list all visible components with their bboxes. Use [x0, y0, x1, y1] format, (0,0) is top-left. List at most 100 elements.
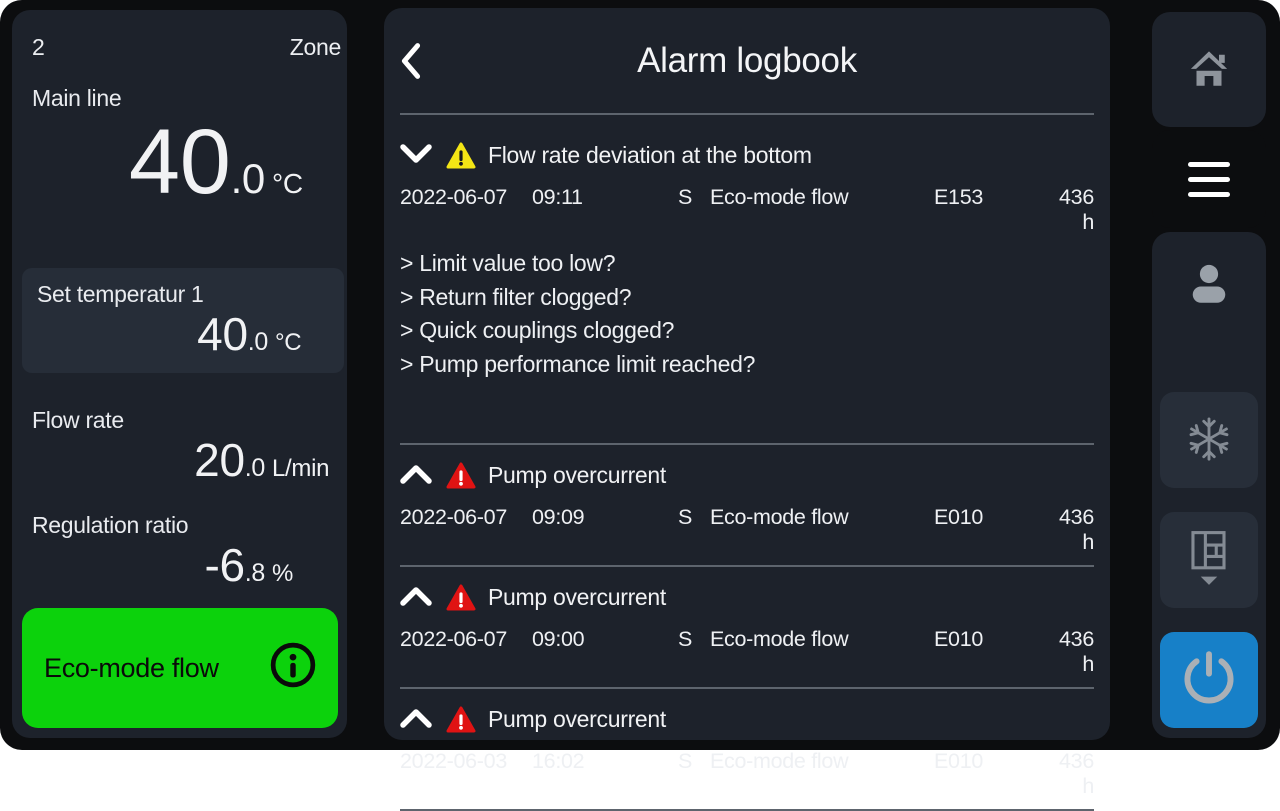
alarm-mode: Eco-mode flow — [710, 749, 934, 774]
regulation-ratio-value: -6 .8 % — [32, 539, 341, 591]
alarm-entry-header: Pump overcurrent — [400, 581, 1094, 613]
alarm-code: E153 — [934, 185, 1046, 210]
zone-select-button[interactable] — [1160, 512, 1258, 608]
alarm-time: 16:02 — [532, 749, 660, 774]
nav-user-button[interactable] — [1152, 232, 1266, 309]
main-line-value: 40 .0 °C — [32, 112, 341, 212]
divider — [400, 443, 1094, 445]
set-temperature-value: 40 .0 °C — [37, 308, 344, 360]
alarm-title-text: Pump overcurrent — [488, 706, 666, 733]
chevron-down-icon — [400, 144, 432, 167]
alarm-flag: S — [660, 505, 710, 530]
alarm-header: Alarm logbook — [400, 8, 1094, 115]
alarm-hint: > Quick couplings clogged? — [400, 314, 1094, 348]
regulation-ratio-label: Regulation ratio — [32, 512, 341, 539]
chevron-up-icon — [400, 708, 432, 731]
alarm-hours: 436 h — [1046, 185, 1094, 235]
user-icon — [1189, 264, 1229, 309]
alarm-meta-row: 2022-06-07 09:09 S Eco-mode flow E010 43… — [400, 505, 1094, 555]
alarm-code: E010 — [934, 505, 1046, 530]
alarm-logbook-panel: Alarm logbook — [384, 8, 1110, 740]
collapse-button[interactable] — [400, 144, 434, 167]
divider — [400, 565, 1094, 567]
main-line-int: 40 — [129, 112, 231, 212]
alarm-triangle-icon — [446, 462, 476, 489]
main-line-dec: .0 — [231, 155, 265, 203]
alarm-entry: Pump overcurrent 2022-06-07 09:09 S Eco-… — [400, 459, 1094, 555]
chevron-up-icon — [400, 464, 432, 487]
divider — [400, 687, 1094, 689]
cooling-button[interactable] — [1160, 392, 1258, 488]
alarm-hint: > Return filter clogged? — [400, 281, 1094, 315]
alarm-hints: > Limit value too low? > Return filter c… — [400, 247, 1094, 381]
eco-mode-label: Eco-mode flow — [44, 653, 219, 684]
nav-menu-button[interactable] — [1152, 130, 1266, 228]
alarm-hours: 436 h — [1046, 505, 1094, 555]
nav-home-button[interactable] — [1152, 12, 1266, 127]
alarm-meta-row: 2022-06-07 09:11 S Eco-mode flow E153 43… — [400, 185, 1094, 235]
expand-button[interactable] — [400, 464, 434, 487]
alarm-code: E010 — [934, 627, 1046, 652]
set-temperature-card[interactable]: Set temperatur 1 40 .0 °C — [22, 268, 344, 373]
device-frame: 2 Zone Main line 40 .0 °C Set temperatur… — [0, 0, 1280, 750]
alarm-meta-row: 2022-06-03 16:02 S Eco-mode flow E010 43… — [400, 749, 1094, 799]
zone-header: 2 Zone — [32, 10, 341, 61]
alarm-triangle-icon — [446, 706, 476, 733]
alarm-date: 2022-06-07 — [400, 185, 532, 210]
alarm-flag: S — [660, 185, 710, 210]
power-button[interactable] — [1160, 632, 1258, 728]
alarm-meta-row: 2022-06-07 09:00 S Eco-mode flow E010 43… — [400, 627, 1094, 677]
flow-rate-int: 20 — [194, 434, 245, 486]
alarm-triangle-icon — [446, 584, 476, 611]
alarm-date: 2022-06-07 — [400, 505, 532, 530]
zone-status-panel: 2 Zone Main line 40 .0 °C Set temperatur… — [12, 10, 347, 738]
alarm-time: 09:00 — [532, 627, 660, 652]
flow-rate-dec: .0 — [245, 454, 265, 483]
set-temperature-dec: .0 — [248, 328, 268, 357]
main-line-label: Main line — [32, 85, 341, 112]
alarm-mode: Eco-mode flow — [710, 185, 934, 210]
main-line-unit: °C — [272, 168, 341, 200]
back-button[interactable] — [400, 42, 422, 83]
alarm-date: 2022-06-03 — [400, 749, 532, 774]
expand-button[interactable] — [400, 708, 434, 731]
alarm-title-text: Pump overcurrent — [488, 584, 666, 611]
alarm-hours: 436 h — [1046, 749, 1094, 799]
alarm-mode: Eco-mode flow — [710, 627, 934, 652]
regulation-ratio-dec: .8 — [245, 559, 265, 588]
alarm-entry: Pump overcurrent 2022-06-03 16:02 S Eco-… — [400, 703, 1094, 799]
eco-mode-button[interactable]: Eco-mode flow — [22, 608, 338, 728]
page-title: Alarm logbook — [637, 41, 857, 81]
alarm-mode: Eco-mode flow — [710, 505, 934, 530]
alarm-flag: S — [660, 749, 710, 774]
snowflake-icon — [1186, 416, 1232, 465]
flow-rate-label: Flow rate — [32, 407, 341, 434]
regulation-ratio-unit: % — [272, 560, 341, 588]
home-icon — [1188, 47, 1230, 92]
alarm-hint: > Limit value too low? — [400, 247, 1094, 281]
alarm-title-text: Flow rate deviation at the bottom — [488, 142, 812, 169]
alarm-code: E010 — [934, 749, 1046, 774]
alarm-flag: S — [660, 627, 710, 652]
alarm-entry-header: Pump overcurrent — [400, 459, 1094, 491]
alarm-date: 2022-06-07 — [400, 627, 532, 652]
chevron-up-icon — [400, 586, 432, 609]
alarm-title-text: Pump overcurrent — [488, 462, 666, 489]
zone-number: 2 — [32, 34, 45, 61]
set-temperature-int: 40 — [197, 308, 248, 360]
alarm-time: 09:11 — [532, 185, 660, 210]
expand-button[interactable] — [400, 586, 434, 609]
flow-rate-value: 20 .0 L/min — [32, 434, 341, 486]
info-icon[interactable] — [270, 642, 316, 695]
menu-icon — [1188, 192, 1230, 197]
zone-module-icon — [1189, 529, 1229, 592]
zone-label: Zone — [290, 34, 341, 61]
warning-triangle-icon — [446, 142, 476, 169]
chevron-left-icon — [400, 68, 422, 83]
alarm-time: 09:09 — [532, 505, 660, 530]
menu-icon — [1188, 177, 1230, 182]
sidebar-panel — [1152, 232, 1266, 738]
alarm-entry: Pump overcurrent 2022-06-07 09:00 S Eco-… — [400, 581, 1094, 677]
alarm-entry: Flow rate deviation at the bottom 2022-0… — [400, 139, 1094, 381]
alarm-hint: > Pump performance limit reached? — [400, 348, 1094, 382]
